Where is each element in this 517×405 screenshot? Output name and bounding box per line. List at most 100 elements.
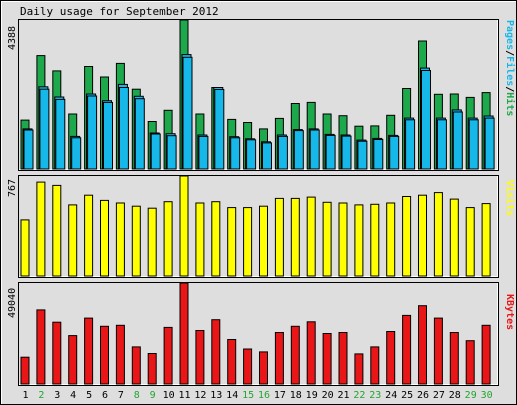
day-label-6: 6	[102, 390, 108, 401]
bar-pages-day-27	[436, 119, 447, 170]
bar-pages-day-15	[246, 139, 257, 170]
bar-pages-day-9	[150, 133, 161, 170]
bar-pages-day-16	[262, 142, 272, 170]
bar-kbytes-day-14	[227, 339, 237, 385]
bar-pages-day-17	[277, 135, 288, 170]
bar-kbytes-day-23	[370, 346, 380, 385]
bar-kbytes-day-20	[322, 333, 332, 385]
legend-part-4: Hits	[504, 92, 516, 116]
day-label-10: 10	[163, 390, 175, 401]
bar-kbytes-day-28	[449, 332, 459, 385]
bar-pages-day-11	[182, 56, 193, 170]
day-label-11: 11	[178, 390, 190, 401]
bar-visits-day-7	[115, 202, 125, 277]
bar-kbytes-day-16	[259, 351, 268, 385]
day-axis-labels: 1 2 3 4 5 6 7 8 9 10 11 12 13 14 15 16 17 18 19 20 21 22 23 24 2…	[22, 390, 492, 401]
day-label-15: 15	[242, 390, 254, 401]
max-label-hits: 4388	[7, 26, 18, 50]
bar-kbytes-day-17	[274, 332, 284, 385]
bar-pages-day-21	[341, 135, 352, 170]
bar-visits-day-25	[402, 196, 412, 277]
bar-visits-day-22	[354, 204, 364, 277]
bars-kbytes	[20, 282, 491, 385]
legend-kbytes: KBytes	[504, 294, 515, 330]
bar-kbytes-day-29	[465, 340, 475, 385]
day-label-24: 24	[385, 390, 397, 401]
day-label-28: 28	[449, 390, 461, 401]
day-label-19: 19	[306, 390, 318, 401]
chart-title: Daily usage for September 2012	[20, 5, 219, 18]
bars-visits	[20, 175, 491, 277]
bar-pages-day-3	[55, 98, 66, 170]
bar-kbytes-day-24	[386, 331, 396, 385]
bar-kbytes-day-30	[481, 324, 491, 385]
day-label-1: 1	[22, 390, 28, 401]
day-label-13: 13	[210, 390, 222, 401]
bar-pages-day-25	[405, 119, 416, 170]
bar-visits-day-29	[465, 207, 475, 277]
bar-pages-day-5	[87, 95, 98, 170]
bar-pages-day-12	[198, 135, 209, 170]
bar-visits-day-30	[481, 203, 491, 277]
bar-visits-day-23	[370, 203, 380, 277]
bar-visits-day-2	[36, 181, 46, 277]
bar-visits-day-20	[322, 201, 332, 277]
bar-pages-day-6	[103, 101, 113, 170]
bar-visits-day-27	[433, 192, 443, 277]
bar-visits-day-3	[52, 184, 62, 277]
legend-part-3: /	[504, 86, 515, 92]
bars-pages-files-hits	[20, 19, 495, 170]
legend-part-1: /	[504, 50, 515, 56]
bar-pages-day-14	[230, 137, 241, 170]
bar-pages-day-24	[389, 135, 400, 170]
day-label-22: 22	[353, 390, 365, 401]
day-label-2: 2	[38, 390, 44, 401]
bar-pages-day-4	[71, 137, 82, 170]
bar-kbytes-day-22	[354, 353, 364, 385]
day-label-30: 30	[481, 390, 493, 401]
bar-pages-day-1	[23, 129, 34, 170]
legend-part-0: Pages	[504, 20, 515, 50]
day-label-3: 3	[54, 390, 60, 401]
day-label-27: 27	[433, 390, 445, 401]
bar-visits-day-16	[259, 205, 268, 277]
day-label-23: 23	[369, 390, 381, 401]
bar-visits-day-19	[306, 196, 316, 277]
day-label-21: 21	[337, 390, 349, 401]
day-label-5: 5	[86, 390, 92, 401]
day-label-25: 25	[401, 390, 413, 401]
bar-visits-day-11	[179, 175, 189, 277]
day-label-7: 7	[118, 390, 124, 401]
legend-part-0: Visits	[504, 180, 516, 216]
bar-kbytes-day-7	[115, 324, 125, 385]
max-label-kbytes: 49040	[7, 288, 18, 318]
bar-kbytes-day-27	[433, 317, 443, 385]
legend-part-2: Files	[504, 56, 516, 86]
bar-kbytes-day-18	[290, 325, 300, 385]
bar-kbytes-day-21	[338, 332, 348, 385]
bar-visits-day-14	[227, 207, 237, 277]
bar-kbytes-day-8	[131, 346, 141, 385]
bar-visits-day-4	[68, 204, 78, 277]
bar-kbytes-day-15	[243, 348, 253, 385]
bar-visits-day-12	[195, 202, 205, 277]
day-label-9: 9	[150, 390, 156, 401]
day-label-26: 26	[417, 390, 429, 401]
bar-visits-day-18	[290, 197, 300, 277]
day-label-8: 8	[134, 390, 140, 401]
bar-kbytes-day-12	[195, 330, 205, 385]
bar-visits-day-6	[100, 199, 109, 277]
max-label-visits: 767	[7, 179, 18, 197]
bar-pages-day-7	[118, 87, 129, 170]
bar-kbytes-day-6	[100, 325, 109, 385]
bar-visits-day-5	[84, 194, 94, 277]
bar-pages-day-18	[293, 130, 304, 170]
bar-kbytes-day-2	[36, 309, 46, 385]
bar-kbytes-day-1	[20, 356, 30, 385]
legend-visits: Visits	[504, 180, 516, 216]
day-label-12: 12	[194, 390, 206, 401]
bar-pages-day-19	[309, 129, 320, 170]
day-label-29: 29	[465, 390, 477, 401]
bar-pages-day-8	[134, 98, 145, 170]
